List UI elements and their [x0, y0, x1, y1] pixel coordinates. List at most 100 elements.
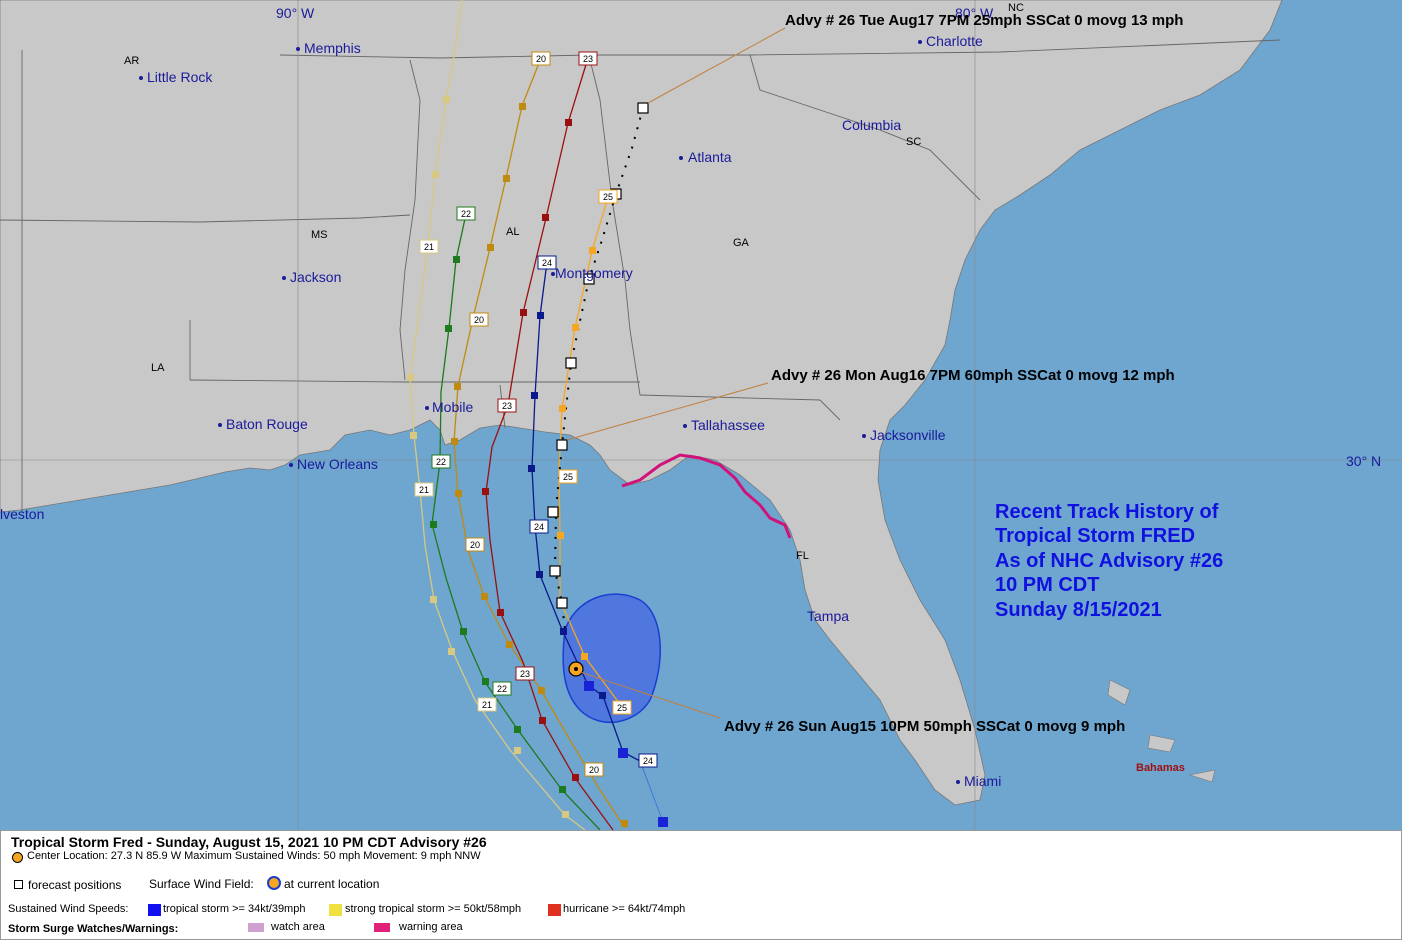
city-tallahassee: Tallahassee [683, 417, 765, 433]
svg-text:Miami: Miami [964, 773, 1001, 789]
storm-surge-warning-coast [621, 453, 792, 539]
track-label-23: 23 23 23 [497, 51, 598, 681]
svg-text:21: 21 [419, 485, 429, 495]
legend-current-location: at current location [284, 877, 380, 891]
city-galveston: lveston [0, 506, 44, 522]
track-advisory-24-forecast [639, 760, 664, 823]
svg-text:AR: AR [124, 55, 139, 67]
svg-text:25: 25 [563, 472, 573, 482]
svg-text:Columbia: Columbia [842, 117, 901, 133]
graticule [0, 0, 1402, 830]
city-atlanta: Atlanta [679, 149, 732, 165]
city-jackson: Jackson [282, 269, 341, 285]
svg-text:Montgomery: Montgomery [555, 265, 633, 281]
svg-text:22: 22 [497, 684, 507, 694]
svg-text:Mobile: Mobile [432, 399, 473, 415]
legend-hu: hurricane >= 64kt/74mph [563, 903, 686, 915]
track-advisory-22 [431, 213, 601, 830]
svg-text:20: 20 [470, 540, 480, 550]
track-label-21: 21 21 21 [414, 239, 497, 712]
svg-text:21: 21 [424, 242, 434, 252]
region-label-bahamas: Bahamas [1136, 762, 1185, 774]
svg-text:As of NHC Advisory #26: As of NHC Advisory #26 [995, 550, 1223, 572]
legend-wind-field-icon [267, 876, 281, 890]
svg-text:10 PM CDT: 10 PM CDT [995, 574, 1099, 596]
city-charlotte: Charlotte [918, 33, 983, 49]
svg-text:SC: SC [906, 136, 921, 148]
legend-warning-swatch [374, 923, 390, 932]
city-miami: Miami [956, 773, 1001, 789]
svg-text:20: 20 [589, 765, 599, 775]
map-legend: Tropical Storm Fred - Sunday, August 15,… [0, 830, 1402, 940]
svg-text:Tallahassee: Tallahassee [691, 417, 765, 433]
city-tampa: Tampa [807, 608, 849, 624]
svg-text:Memphis: Memphis [304, 40, 361, 56]
meridian-label-80w: 80° W [955, 5, 994, 21]
svg-text:25: 25 [603, 192, 613, 202]
svg-text:Sunday 8/15/2021: Sunday 8/15/2021 [995, 599, 1162, 621]
svg-text:GA: GA [733, 237, 750, 249]
svg-text:LA: LA [151, 362, 165, 374]
city-labels: Memphis Little Rock Charlotte Columbia A… [0, 33, 1001, 789]
city-new-orleans: New Orleans [289, 456, 378, 472]
storm-track-map: 90° W 80° W 30° N 2 [0, 0, 1402, 830]
map-title-block: Recent Track History of Tropical Storm F… [995, 501, 1223, 621]
svg-text:AL: AL [506, 226, 519, 238]
svg-text:MS: MS [311, 229, 328, 241]
advisory-label-mon: Advy # 26 Mon Aug16 7PM 60mph SSCat 0 mo… [771, 367, 1175, 384]
city-jacksonville: Jacksonville [862, 427, 946, 443]
svg-text:Atlanta: Atlanta [688, 149, 732, 165]
svg-text:24: 24 [643, 756, 653, 766]
legend-watch-swatch [248, 923, 264, 932]
city-columbia: Columbia [842, 117, 901, 133]
svg-text:20: 20 [474, 315, 484, 325]
svg-text:23: 23 [502, 401, 512, 411]
parallel-label-30n: 30° N [1346, 453, 1381, 469]
legend-center-info: Center Location: 27.3 N 85.9 W Maximum S… [27, 850, 481, 862]
track-advisory-21 [409, 0, 586, 830]
city-montgomery: Montgomery [551, 265, 633, 281]
svg-text:Jacksonville: Jacksonville [870, 427, 946, 443]
svg-text:New Orleans: New Orleans [297, 456, 378, 472]
svg-text:Tropical Storm FRED: Tropical Storm FRED [995, 525, 1195, 547]
land-mass [0, 0, 1283, 806]
svg-text:23: 23 [520, 669, 530, 679]
svg-text:Charlotte: Charlotte [926, 33, 983, 49]
track-label-24: 24 24 24 [529, 255, 658, 768]
legend-hu-swatch [548, 904, 561, 916]
city-little-rock: Little Rock [139, 69, 213, 85]
svg-text:24: 24 [534, 522, 544, 532]
svg-text:24: 24 [542, 258, 552, 268]
city-memphis: Memphis [296, 40, 361, 56]
svg-text:21: 21 [482, 700, 492, 710]
svg-text:22: 22 [461, 209, 471, 219]
legend-forecast-positions: forecast positions [28, 878, 122, 892]
legend-ts: tropical storm >= 34kt/39mph [163, 903, 306, 915]
svg-text:Little Rock: Little Rock [147, 69, 213, 85]
track-label-22: 22 22 22 [431, 206, 512, 696]
svg-text:Jackson: Jackson [290, 269, 341, 285]
legend-surface-wind-field: Surface Wind Field: [149, 877, 254, 891]
legend-sts-swatch [329, 904, 342, 916]
legend-warning: warning area [399, 921, 463, 933]
advisory-label-sun: Advy # 26 Sun Aug15 10PM 50mph SSCat 0 m… [724, 718, 1125, 735]
svg-text:Recent Track History of: Recent Track History of [995, 501, 1219, 523]
meridian-label-90w: 90° W [276, 5, 315, 21]
svg-text:Tampa: Tampa [807, 608, 849, 624]
svg-text:20: 20 [536, 54, 546, 64]
svg-text:Baton Rouge: Baton Rouge [226, 416, 308, 432]
track-label-25: 25 25 25 [558, 189, 632, 715]
bahamas [1107, 679, 1216, 783]
svg-text:NC: NC [1008, 2, 1024, 14]
svg-text:FL: FL [796, 550, 809, 562]
city-mobile: Mobile [425, 399, 473, 415]
svg-text:lveston: lveston [0, 506, 44, 522]
track-label-boxes: 20 20 20 20 21 21 21 22 22 22 23 23 23 2… [414, 51, 658, 777]
city-baton-rouge: Baton Rouge [218, 416, 308, 432]
legend-forecast-icon [14, 880, 23, 889]
legend-surge-label: Storm Surge Watches/Warnings: [8, 923, 179, 935]
legend-title: Tropical Storm Fred - Sunday, August 15,… [11, 834, 487, 850]
legend-watch: watch area [271, 921, 325, 933]
track-markers [407, 96, 668, 827]
legend-current-icon [12, 852, 23, 863]
